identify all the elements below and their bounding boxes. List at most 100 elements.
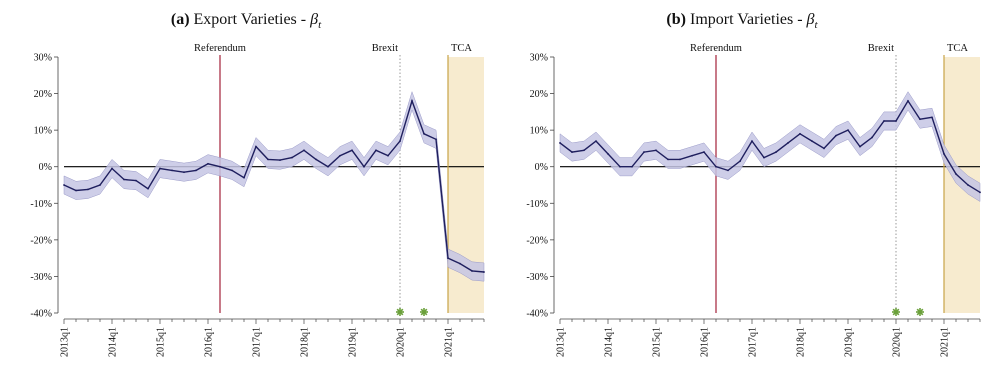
- x-tick-label: 2018q1: [300, 327, 311, 357]
- data-point: [715, 165, 717, 168]
- data-point: [607, 153, 609, 155]
- data-point: [291, 156, 293, 159]
- data-point: [883, 120, 885, 122]
- data-point: [559, 142, 561, 144]
- title-prefix: (b): [666, 11, 686, 28]
- y-tick-label: 10%: [34, 126, 52, 137]
- x-tick-label: 2019q1: [348, 327, 359, 357]
- data-point: [219, 165, 221, 168]
- x-tick-label: 2016q1: [700, 327, 711, 357]
- data-point: [87, 188, 89, 191]
- data-point: [931, 116, 933, 119]
- y-tick-label: -20%: [526, 235, 548, 246]
- data-point: [583, 149, 585, 152]
- data-point: [799, 132, 801, 135]
- x-tick-label: 2018q1: [796, 327, 807, 357]
- star-marker: [420, 308, 428, 316]
- data-point: [399, 140, 401, 143]
- y-tick-label: 30%: [34, 53, 52, 64]
- data-point: [195, 169, 197, 172]
- data-point: [375, 149, 377, 152]
- event-label-brexit: Brexit: [372, 43, 398, 54]
- data-point: [643, 151, 645, 153]
- data-point: [727, 169, 729, 172]
- data-point: [691, 154, 693, 157]
- data-point: [483, 271, 485, 273]
- data-point: [679, 158, 681, 161]
- series-line: [63, 98, 485, 273]
- x-tick-label: 2014q1: [604, 327, 615, 357]
- y-tick-label: 30%: [530, 53, 548, 64]
- data-point: [387, 154, 389, 157]
- data-point: [327, 165, 329, 168]
- title-subscript: t: [815, 19, 819, 31]
- event-label-tca: TCA: [947, 43, 968, 54]
- data-point: [667, 158, 669, 161]
- data-point: [135, 179, 137, 182]
- x-tick-label: 2021q1: [444, 327, 455, 357]
- title-subscript: t: [318, 19, 322, 31]
- data-point: [571, 151, 573, 153]
- data-point: [147, 187, 149, 190]
- title-main: Import Varieties -: [686, 11, 807, 28]
- import-varieties-chart: (b) Import Varieties - βt Referendum Brexi…: [526, 11, 981, 357]
- data-point: [763, 156, 765, 159]
- confidence-band: [63, 90, 485, 282]
- data-point: [459, 262, 461, 265]
- x-tick-label: 2014q1: [108, 327, 119, 357]
- data-point: [835, 134, 837, 137]
- series-line: [559, 99, 981, 193]
- y-tick-label: 20%: [530, 89, 548, 100]
- data-point: [183, 171, 185, 174]
- data-point: [895, 120, 897, 122]
- x-tick-label: 2015q1: [652, 327, 663, 357]
- x-tick-label: 2020q1: [892, 327, 903, 357]
- x-tick-label: 2019q1: [844, 327, 855, 357]
- chart-title: (b) Import Varieties - βt: [666, 11, 818, 31]
- data-point: [955, 173, 957, 175]
- y-tick-label: 20%: [34, 89, 52, 100]
- title-symbol: β: [309, 11, 318, 28]
- data-point: [63, 184, 65, 186]
- data-point: [315, 158, 317, 161]
- data-point: [123, 178, 125, 181]
- data-point: [979, 191, 981, 194]
- data-point: [847, 129, 849, 132]
- data-point: [231, 169, 233, 172]
- y-tick-label: -10%: [526, 199, 548, 210]
- confidence-band: [559, 91, 981, 202]
- y-tick-label: 10%: [530, 126, 548, 137]
- star-marker: [916, 308, 924, 316]
- title-prefix: (a): [171, 11, 190, 28]
- data-point: [207, 162, 209, 165]
- data-point: [279, 159, 281, 162]
- y-tick-label: -40%: [30, 309, 52, 320]
- star-marker: [892, 308, 900, 316]
- data-point: [351, 149, 353, 152]
- x-tick-label: 2013q1: [556, 327, 567, 357]
- data-point: [99, 184, 101, 186]
- x-tick-label: 2013q1: [60, 327, 71, 357]
- data-point: [471, 270, 473, 272]
- y-tick-label: 0%: [39, 162, 52, 173]
- data-point: [619, 165, 621, 168]
- y-tick-label: -40%: [526, 309, 548, 320]
- data-point: [919, 118, 921, 121]
- title-main: Export Varieties -: [190, 11, 311, 28]
- y-tick-label: -20%: [30, 235, 52, 246]
- data-point: [787, 142, 789, 144]
- data-point: [447, 257, 449, 260]
- data-point: [171, 169, 173, 172]
- data-point: [159, 167, 161, 170]
- data-point: [631, 165, 633, 168]
- data-point: [339, 154, 341, 157]
- event-label-referendum: Referendum: [690, 43, 742, 54]
- x-tick-label: 2016q1: [204, 327, 215, 357]
- x-tick-label: 2017q1: [252, 327, 263, 357]
- data-point: [75, 189, 77, 192]
- data-point: [423, 132, 425, 135]
- y-tick-label: -30%: [30, 272, 52, 283]
- event-label-brexit: Brexit: [868, 43, 894, 54]
- event-label-tca: TCA: [451, 43, 472, 54]
- data-point: [267, 158, 269, 161]
